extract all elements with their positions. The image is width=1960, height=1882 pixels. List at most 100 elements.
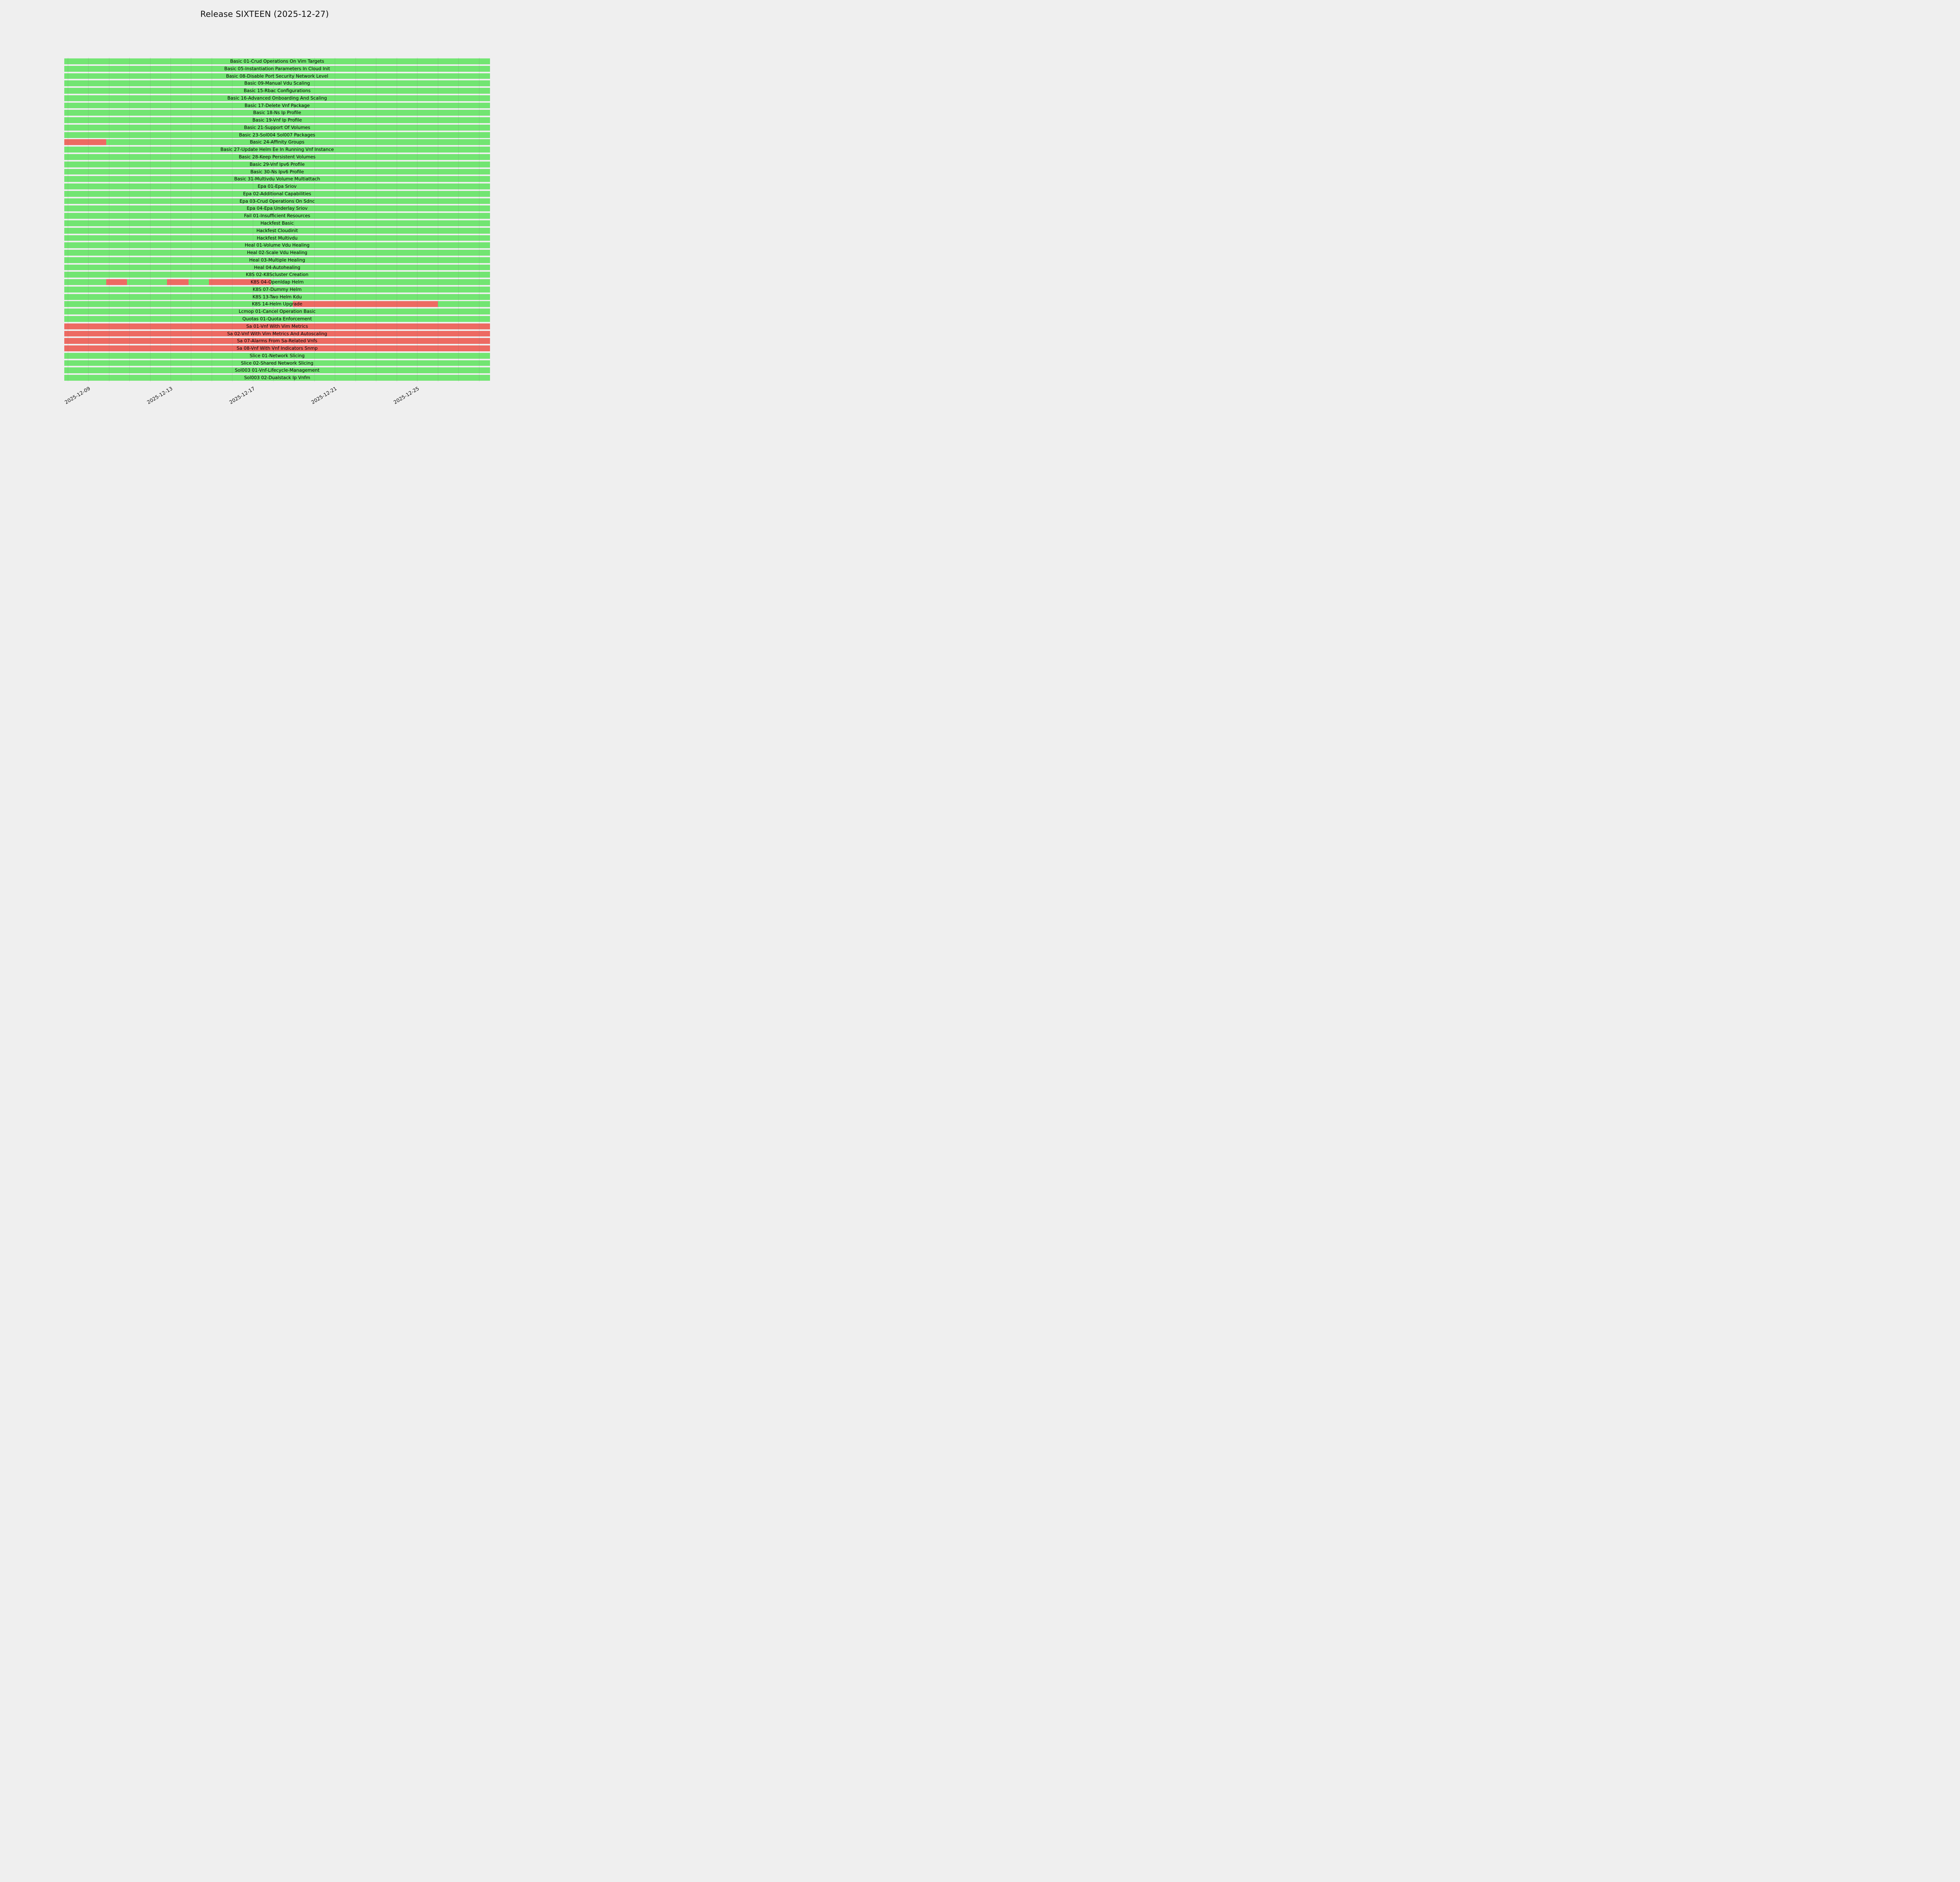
- gantt-row-label: K8S 04-Openldap Helm: [250, 279, 304, 285]
- gantt-fail-segment: [209, 279, 271, 285]
- gantt-row-label: Basic 16-Advanced Onboarding And Scaling: [227, 95, 327, 101]
- gantt-row-label: Sa 07-Alarms From Sa-Related Vnfs: [237, 338, 318, 344]
- gantt-row-label: Basic 29-Vnf Ipv6 Profile: [249, 161, 305, 167]
- grid-line: [458, 58, 459, 381]
- gantt-row-label: Basic 08-Disable Port Security Network L…: [226, 73, 328, 79]
- gantt-fail-segment: [64, 345, 490, 351]
- gantt-row-label: Basic 31-Multivdu Volume Multiattach: [234, 176, 320, 182]
- gantt-row-bar: [64, 95, 490, 101]
- gantt-row-bar: [64, 117, 490, 123]
- grid-line: [273, 58, 274, 381]
- gantt-row-bar: [64, 58, 490, 64]
- gantt-row-bar: [64, 161, 490, 167]
- gantt-row-bar: [64, 169, 490, 175]
- gantt-row-bar: [64, 132, 490, 138]
- chart-title: Release SIXTEEN (2025-12-27): [200, 9, 329, 19]
- gantt-row-bar: [64, 191, 490, 197]
- gantt-row-label: Fail 01-Insufficient Resources: [244, 213, 310, 219]
- gantt-fail-segment: [167, 279, 189, 285]
- gantt-row-label: Epa 01-Epa Sriov: [258, 183, 297, 189]
- gantt-row-bar: [64, 88, 490, 94]
- gantt-row-label: Epa 02-Additional Capabilities: [243, 191, 311, 196]
- gantt-row-label: Basic 05-Instantiation Parameters In Clo…: [224, 65, 330, 71]
- gantt-fail-segment: [64, 139, 107, 145]
- gantt-row-bar: [64, 345, 490, 351]
- gantt-row-bar: [64, 375, 490, 381]
- gantt-row-bar: [64, 294, 490, 300]
- gantt-row-bar: [64, 235, 490, 241]
- gantt-row-label: Hackfest Basic: [260, 220, 294, 226]
- gantt-row-label: Epa 04-Epa Underlay Sriov: [247, 205, 308, 211]
- gantt-fail-segment: [293, 301, 438, 307]
- gantt-row-bar: [64, 110, 490, 116]
- gantt-row-label: Basic 01-Crud Operations On Vim Targets: [230, 58, 324, 64]
- grid-line: [314, 58, 315, 381]
- gantt-row-bar: [64, 183, 490, 189]
- gantt-row-label: Basic 15-Rbac Configurations: [243, 88, 311, 94]
- gantt-row-label: Basic 30-Ns Ipv6 Profile: [250, 169, 304, 174]
- gantt-row-label: Hackfest Cloudinit: [256, 227, 298, 233]
- gantt-row-bar: [64, 301, 490, 307]
- gantt-row-label: Heal 04-Autohealing: [254, 264, 301, 270]
- gantt-row-bar: [64, 242, 490, 249]
- gantt-row-label: Basic 28-Keep Persistent Volumes: [239, 154, 316, 160]
- gantt-row-bar: [64, 309, 490, 315]
- gantt-row-label: Hackfest Multivdu: [256, 235, 298, 241]
- gantt-row-bar: [64, 205, 490, 212]
- gantt-row-bar: [64, 286, 490, 292]
- gantt-row-bar: [64, 331, 490, 337]
- gantt-row-label: Slice 02-Shared Network Slicing: [241, 360, 314, 366]
- gantt-row-bar: [64, 360, 490, 366]
- gantt-row-label: Sa 08-Vnf With Vnf Indicators Snmp: [236, 345, 318, 351]
- gantt-row-label: Sa 01-Vnf With Vim Metrics: [246, 323, 308, 329]
- gantt-row-label: Basic 24-Affinity Groups: [250, 139, 305, 145]
- gantt-row-label: Basic 27-Update Helm Ee In Running Vnf I…: [220, 147, 334, 153]
- gantt-row-label: Basic 18-Ns Ip Profile: [253, 110, 301, 116]
- gantt-fail-segment: [64, 338, 490, 344]
- gantt-row-bar: [64, 338, 490, 344]
- gantt-row-label: Slice 01-Network Slicing: [249, 352, 305, 358]
- gantt-row-label: Heal 02-Scale Vdu Healing: [247, 250, 308, 256]
- gantt-row-bar: [64, 323, 490, 329]
- grid-line: [129, 58, 130, 381]
- gantt-row-label: K8S 02-K8Scluster Creation: [246, 272, 309, 278]
- gantt-row-label: Basic 21-Support Of Volumes: [244, 124, 310, 130]
- gantt-row-bar: [64, 257, 490, 263]
- gantt-row-label: K8S 07-Dummy Helm: [252, 286, 302, 292]
- gantt-row-bar: [64, 367, 490, 374]
- gantt-fail-segment: [64, 323, 490, 329]
- gantt-fail-segment: [106, 279, 127, 285]
- plot-area: Basic 01-Crud Operations On Vim Targets B…: [64, 58, 490, 405]
- gantt-row-bar: [64, 250, 490, 256]
- gantt-row-bar: [64, 154, 490, 160]
- gantt-figure: Release SIXTEEN (2025-12-27) Basic 01-Cr…: [0, 0, 529, 470]
- gantt-row-bar: [64, 220, 490, 226]
- grid-line: [150, 58, 151, 381]
- gantt-row-bar: [64, 316, 490, 322]
- gantt-row-label: Sol003 01-Vnf-Lifecycle-Management: [234, 367, 320, 373]
- gantt-row-bar: [64, 65, 490, 72]
- grid-line: [88, 58, 89, 381]
- x-axis-tick-label: 2025-12-17: [228, 385, 256, 405]
- gantt-row-bar: [64, 352, 490, 359]
- gantt-row-bar: [64, 198, 490, 204]
- gantt-row-label: Quotas 01-Quota Enforcement: [242, 316, 312, 322]
- x-axis-tick-label: 2025-12-13: [146, 385, 174, 405]
- gantt-row-bar: [64, 227, 490, 234]
- x-axis-tick-label: 2025-12-21: [310, 385, 338, 405]
- gantt-row-bar: [64, 176, 490, 182]
- gantt-row-label: Heal 03-Multiple Healing: [249, 257, 305, 263]
- gantt-row-label: Heal 01-Volume Vdu Healing: [245, 242, 310, 248]
- gantt-row-label: Basic 19-Vnf Ip Profile: [252, 117, 302, 123]
- gantt-row-label: Lcmop 01-Cancel Operation Basic: [238, 309, 316, 314]
- gantt-row-bar: [64, 213, 490, 219]
- x-axis-tick-label: 2025-12-09: [64, 385, 91, 405]
- gantt-row-label: K8S 14-Helm Upgrade: [252, 301, 303, 307]
- gantt-row-label: Sol003 02-Dualstack Ip Vnfm: [244, 375, 310, 381]
- gantt-row-bar: [64, 279, 490, 285]
- gantt-row-label: K8S 13-Two Helm Kdu: [252, 294, 302, 300]
- gantt-row-bar: [64, 124, 490, 131]
- gantt-row-label: Basic 09-Manual Vdu Scaling: [244, 80, 310, 86]
- gantt-row-bar: [64, 73, 490, 79]
- gantt-row-label: Basic 23-Sol004 Sol007 Packages: [239, 132, 316, 138]
